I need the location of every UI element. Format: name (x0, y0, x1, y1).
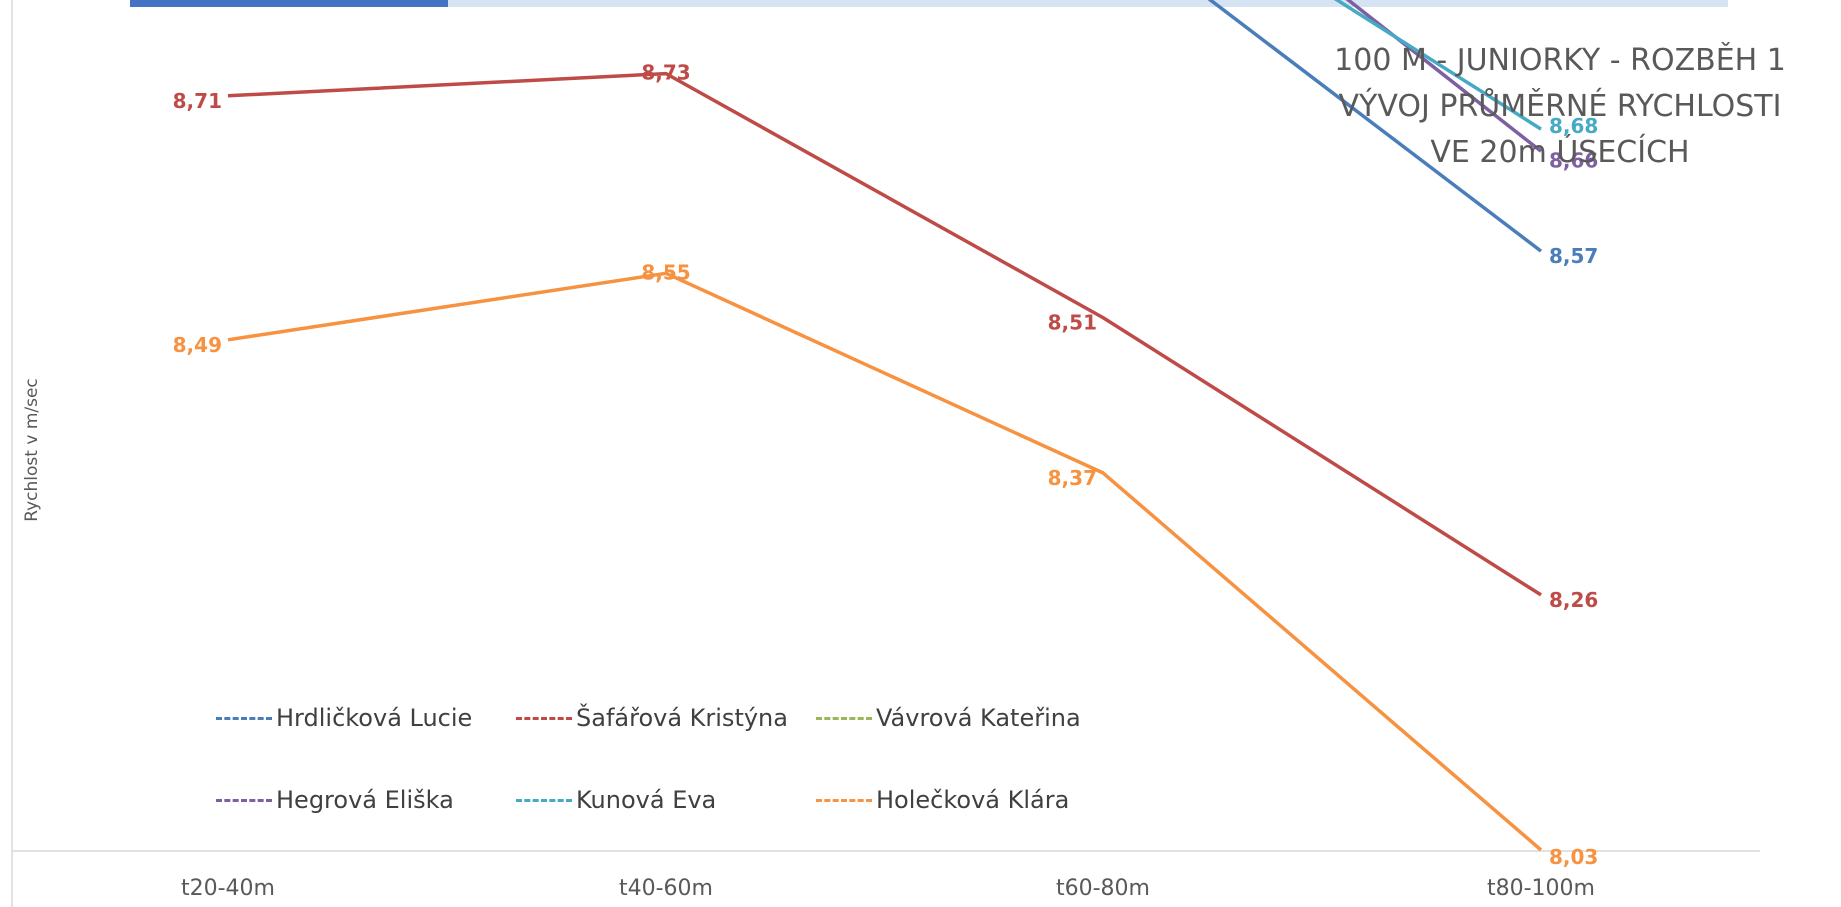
data-label: 8,57 (1549, 244, 1598, 268)
tab-strip-cells (448, 0, 1728, 7)
legend-swatch (216, 798, 272, 802)
data-label: 8,55 (641, 260, 690, 284)
chart-title-line-1: 100 M - JUNIORKY - ROZBĚH 1 (1334, 43, 1786, 78)
selected-tab[interactable] (130, 0, 448, 7)
legend-item-hegrova: Hegrová Eliška (216, 786, 516, 814)
data-label: 8,66 (1549, 148, 1598, 172)
legend-swatch (816, 798, 872, 802)
series-line (227, 271, 1543, 852)
legend-row-1: Hrdličková Lucie Šafářová Kristýna Vávro… (216, 698, 1116, 738)
legend-item-safarova: Šafářová Kristýna (516, 704, 816, 732)
legend-item-vavrova: Vávrová Kateřina (816, 704, 1116, 732)
legend-swatch (216, 716, 272, 720)
legend-row-2: Hegrová Eliška Kunová Eva Holečková Klár… (216, 780, 1116, 820)
data-label: 8,71 (173, 89, 222, 113)
data-label: 8,49 (173, 333, 222, 357)
series-line (227, 71, 1542, 597)
data-label: 8,81 (173, 0, 222, 2)
chart-title: 100 M - JUNIORKY - ROZBĚH 1 VÝVOJ PRŮMĚR… (1280, 38, 1840, 176)
legend-item-kunova: Kunová Eva (516, 786, 816, 814)
legend-label: Vávrová Kateřina (876, 704, 1081, 732)
legend-label: Hegrová Eliška (276, 786, 454, 814)
y-axis-label: Rychlost v m/sec (22, 378, 42, 522)
legend-label: Šafářová Kristýna (576, 704, 788, 732)
top-tab-strip (0, 0, 1841, 7)
legend-label: Kunová Eva (576, 786, 717, 814)
legend-swatch (516, 716, 572, 720)
series-line (1207, 0, 1543, 253)
data-label: 8,73 (641, 61, 690, 85)
legend-item-hrdlickova: Hrdličková Lucie (216, 704, 516, 732)
legend-item-holeckova: Holečková Klára (816, 786, 1116, 814)
x-tick-label: t40-60m (619, 876, 713, 901)
legend-label: Holečková Klára (876, 786, 1070, 814)
data-label: 8,03 (1549, 845, 1598, 869)
data-label: 8,26 (1549, 588, 1598, 612)
chart-title-line-3: VE 20m ÚSECÍCH (1430, 135, 1690, 170)
chart-legend: Hrdličková Lucie Šafářová Kristýna Vávro… (216, 698, 1116, 862)
chart-title-line-2: VÝVOJ PRŮMĚRNÉ RYCHLOSTI (1338, 89, 1782, 124)
legend-swatch (516, 798, 572, 802)
x-tick-label: t60-80m (1056, 876, 1150, 901)
x-tick-label: t80-100m (1487, 876, 1595, 901)
x-tick-label: t20-40m (181, 876, 275, 901)
data-label: 8,68 (1549, 114, 1598, 138)
data-label: 8,37 (1048, 466, 1097, 490)
data-label: 8,51 (1048, 311, 1097, 335)
legend-label: Hrdličková Lucie (276, 704, 473, 732)
legend-swatch (816, 716, 872, 720)
